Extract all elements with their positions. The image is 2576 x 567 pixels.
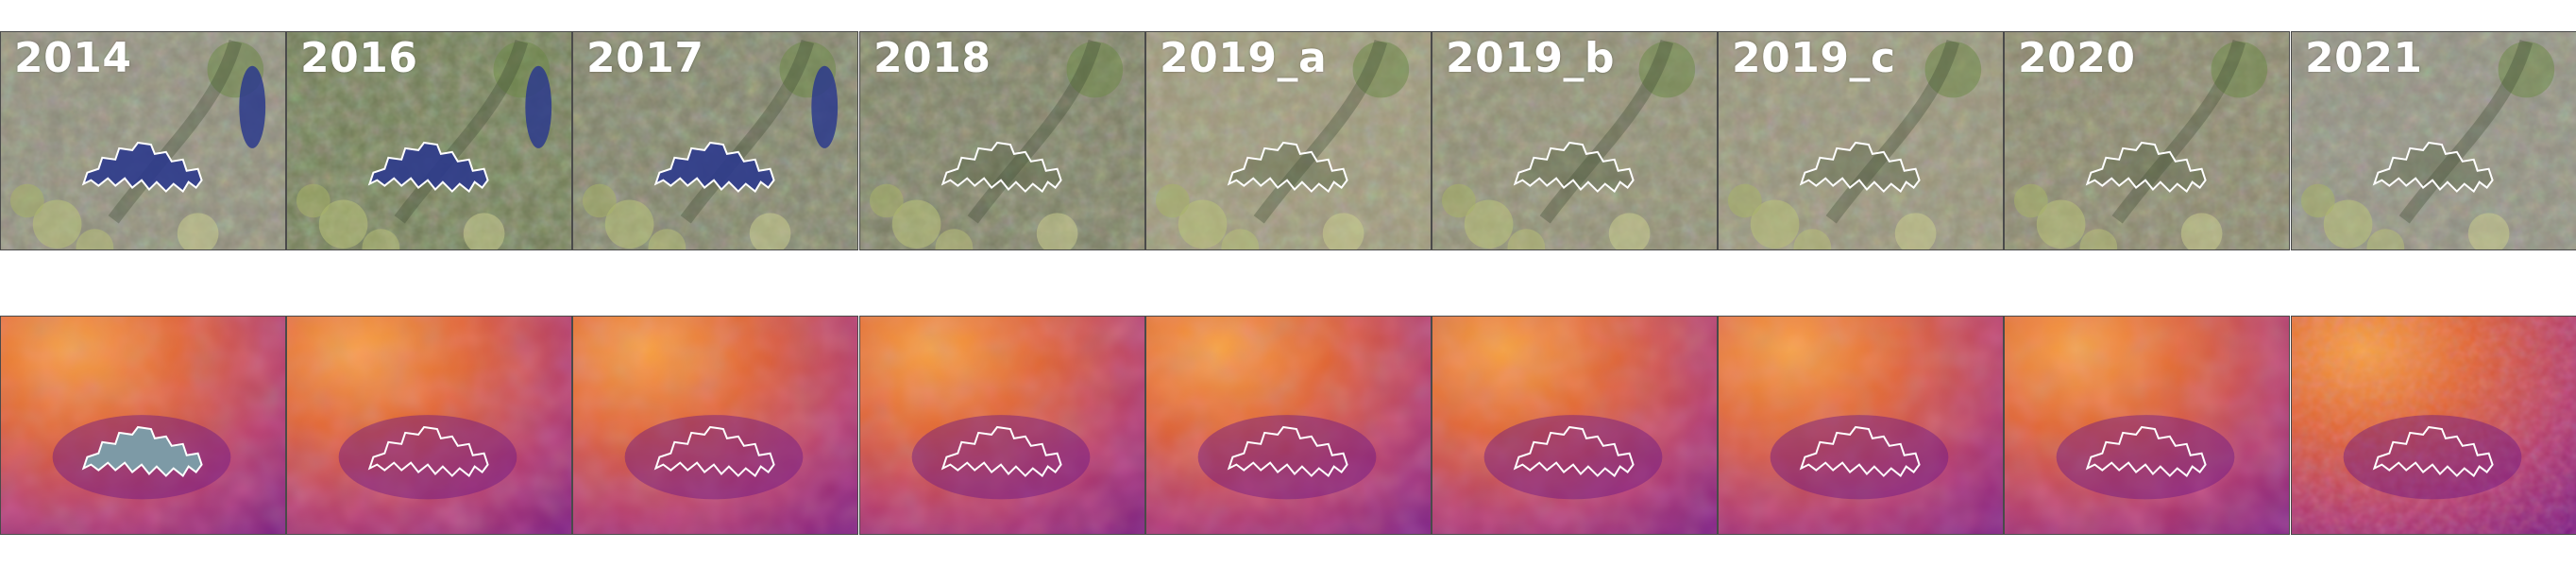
thermal-image xyxy=(1,317,285,534)
thermal-tile-2016 xyxy=(286,316,572,535)
thermal-tile-2014 xyxy=(0,316,286,535)
rgb-tile-2019-c: 2019_c xyxy=(1718,31,2004,250)
year-label: 2021 xyxy=(2305,34,2423,82)
aerial-photo xyxy=(2005,32,2289,249)
thermal-image xyxy=(2292,317,2576,534)
thermal-tile-2017 xyxy=(572,316,858,535)
aerial-photo xyxy=(860,32,1144,249)
thermal-image xyxy=(860,317,1144,534)
thermal-image xyxy=(2005,317,2289,534)
thermal-tile-2021 xyxy=(2291,316,2576,535)
year-label: 2017 xyxy=(586,34,704,82)
year-label: 2016 xyxy=(300,34,418,82)
year-label: 2018 xyxy=(873,34,991,82)
rgb-tile-2016: 2016 xyxy=(286,31,572,250)
year-label: 2020 xyxy=(2018,34,2136,82)
year-label: 2019_a xyxy=(1160,34,1328,82)
rgb-tile-2017: 2017 xyxy=(572,31,858,250)
thermal-image xyxy=(573,317,857,534)
rgb-tile-2020: 2020 xyxy=(2004,31,2290,250)
year-label: 2014 xyxy=(14,34,132,82)
thermal-image xyxy=(287,317,571,534)
rgb-tile-2019-a: 2019_a xyxy=(1145,31,1432,250)
thermal-tile-2019-c xyxy=(1718,316,2004,535)
aerial-photo xyxy=(1719,32,2003,249)
thermal-image xyxy=(1432,317,1717,534)
thermal-tile-2018 xyxy=(859,316,1145,535)
rgb-image-row: 2014 2016 2017 2018 2019_a 2019_b 2019_c 2020 20… xyxy=(0,31,2576,250)
rgb-tile-2021: 2021 xyxy=(2291,31,2576,250)
thermal-image xyxy=(1146,317,1431,534)
thermal-tile-2019-a xyxy=(1145,316,1432,535)
rgb-tile-2018: 2018 xyxy=(859,31,1145,250)
year-label: 2019_b xyxy=(1446,34,1615,82)
thermal-tile-2019-b xyxy=(1432,316,1718,535)
thermal-tile-2020 xyxy=(2004,316,2290,535)
year-label: 2019_c xyxy=(1732,34,1896,82)
thermal-image xyxy=(1719,317,2003,534)
aerial-photo xyxy=(1432,32,1717,249)
aerial-photo xyxy=(2292,32,2576,249)
aerial-photo xyxy=(573,32,857,249)
aerial-photo xyxy=(287,32,571,249)
aerial-photo xyxy=(1,32,285,249)
rgb-tile-2014: 2014 xyxy=(0,31,286,250)
aerial-photo xyxy=(1146,32,1431,249)
rgb-tile-2019-b: 2019_b xyxy=(1432,31,1718,250)
thermal-image-row xyxy=(0,316,2576,535)
